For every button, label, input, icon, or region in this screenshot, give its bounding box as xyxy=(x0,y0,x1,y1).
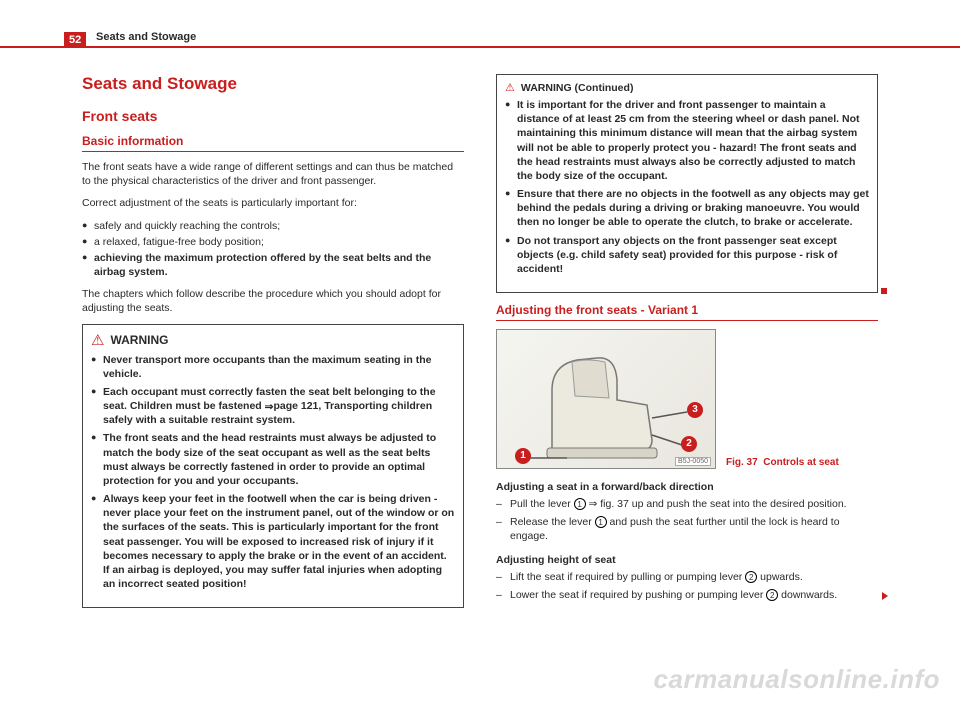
warning-icon: ⚠ xyxy=(91,331,104,349)
warning-list: Never transport more occupants than the … xyxy=(91,353,455,592)
warning-box-continued: ⚠ WARNING (Continued) It is important fo… xyxy=(496,74,878,293)
circled-number: 1 xyxy=(595,516,607,528)
figure-caption-text: Controls at seat xyxy=(763,457,839,468)
warning-box: ⚠ WARNING Never transport more occupants… xyxy=(82,324,464,609)
figure-image: 1 2 3 B5J-0050 xyxy=(496,329,716,469)
circled-number: 2 xyxy=(766,589,778,601)
right-column: ⚠ WARNING (Continued) It is important fo… xyxy=(496,74,878,618)
warning-header: ⚠ WARNING (Continued) xyxy=(505,81,869,94)
step-text: Release the lever xyxy=(510,516,595,528)
procedure-step: Pull the lever 1 ⇒ fig. 37 up and push t… xyxy=(496,497,878,511)
step-text: Pull the lever xyxy=(510,498,574,510)
warning-item: Always keep your feet in the footwell wh… xyxy=(91,492,455,591)
warning-item: Do not transport any objects on the fron… xyxy=(505,234,869,277)
step-text: Lower the seat if required by pushing or… xyxy=(510,589,766,601)
figure-source-label: B5J-0050 xyxy=(675,457,711,466)
warning-header: ⚠ WARNING xyxy=(91,331,455,349)
end-marker-icon xyxy=(881,288,887,294)
bullet-item-bold: achieving the maximum protection offered… xyxy=(82,251,464,279)
warning-item: Ensure that there are no objects in the … xyxy=(505,187,869,230)
procedure-heading: Adjusting height of seat xyxy=(496,554,878,566)
procedure-step: Lower the seat if required by pushing or… xyxy=(496,588,878,602)
warning-item: The front seats and the head restraints … xyxy=(91,431,455,488)
body-paragraph: Correct adjustment of the seats is parti… xyxy=(82,196,464,210)
content-columns: Seats and Stowage Front seats Basic info… xyxy=(82,74,878,618)
left-column: Seats and Stowage Front seats Basic info… xyxy=(82,74,464,618)
subsection-rule xyxy=(496,320,878,321)
procedure-step: Release the lever 1 and push the seat fu… xyxy=(496,515,878,543)
warning-item: Each occupant must correctly fasten the … xyxy=(91,385,455,428)
section-title: Front seats xyxy=(82,108,464,124)
warning-title: WARNING xyxy=(110,333,168,347)
procedure-step: Lift the seat if required by pulling or … xyxy=(496,570,878,584)
header-section-title: Seats and Stowage xyxy=(96,31,196,43)
ref-arrow-icon: ⇒ xyxy=(265,400,274,414)
step-text: ⇒ fig. 37 up and push the seat into the … xyxy=(586,498,847,510)
warning-icon: ⚠ xyxy=(505,81,515,94)
figure-callout-1: 1 xyxy=(515,448,531,464)
circled-number: 2 xyxy=(745,571,757,583)
body-paragraph: The chapters which follow describe the p… xyxy=(82,287,464,315)
chapter-title: Seats and Stowage xyxy=(82,74,464,94)
bullet-item: safely and quickly reaching the controls… xyxy=(82,219,464,233)
circled-number: 1 xyxy=(574,498,586,510)
subsection-rule xyxy=(82,151,464,152)
warning-list: It is important for the driver and front… xyxy=(505,98,869,276)
figure-caption: Fig. 37 Controls at seat xyxy=(726,456,866,469)
bullet-item: a relaxed, fatigue-free body position; xyxy=(82,235,464,249)
figure-number: Fig. 37 xyxy=(726,457,758,468)
warning-item: It is important for the driver and front… xyxy=(505,98,869,183)
step-text: upwards. xyxy=(757,571,803,583)
header-rule xyxy=(0,46,960,48)
figure-callout-3: 3 xyxy=(687,402,703,418)
warning-continued-label: WARNING (Continued) xyxy=(521,82,634,94)
manual-page: 52 Seats and Stowage Seats and Stowage F… xyxy=(0,0,960,703)
watermark-text: carmanualsonline.info xyxy=(654,664,940,695)
body-paragraph: The front seats have a wide range of dif… xyxy=(82,160,464,188)
step-text: Lift the seat if required by pulling or … xyxy=(510,571,745,583)
subsection-title: Basic information xyxy=(82,134,464,148)
procedure-heading: Adjusting a seat in a forward/back direc… xyxy=(496,481,878,493)
step-text: downwards. xyxy=(778,589,837,601)
figure-row: 1 2 3 B5J-0050 Fig. 37 Controls at seat xyxy=(496,329,878,469)
warning-item: Never transport more occupants than the … xyxy=(91,353,455,381)
bullet-list: safely and quickly reaching the controls… xyxy=(82,219,464,280)
figure-callout-2: 2 xyxy=(681,436,697,452)
continue-arrow-icon xyxy=(882,592,888,600)
subsection-title: Adjusting the front seats - Variant 1 xyxy=(496,303,878,317)
